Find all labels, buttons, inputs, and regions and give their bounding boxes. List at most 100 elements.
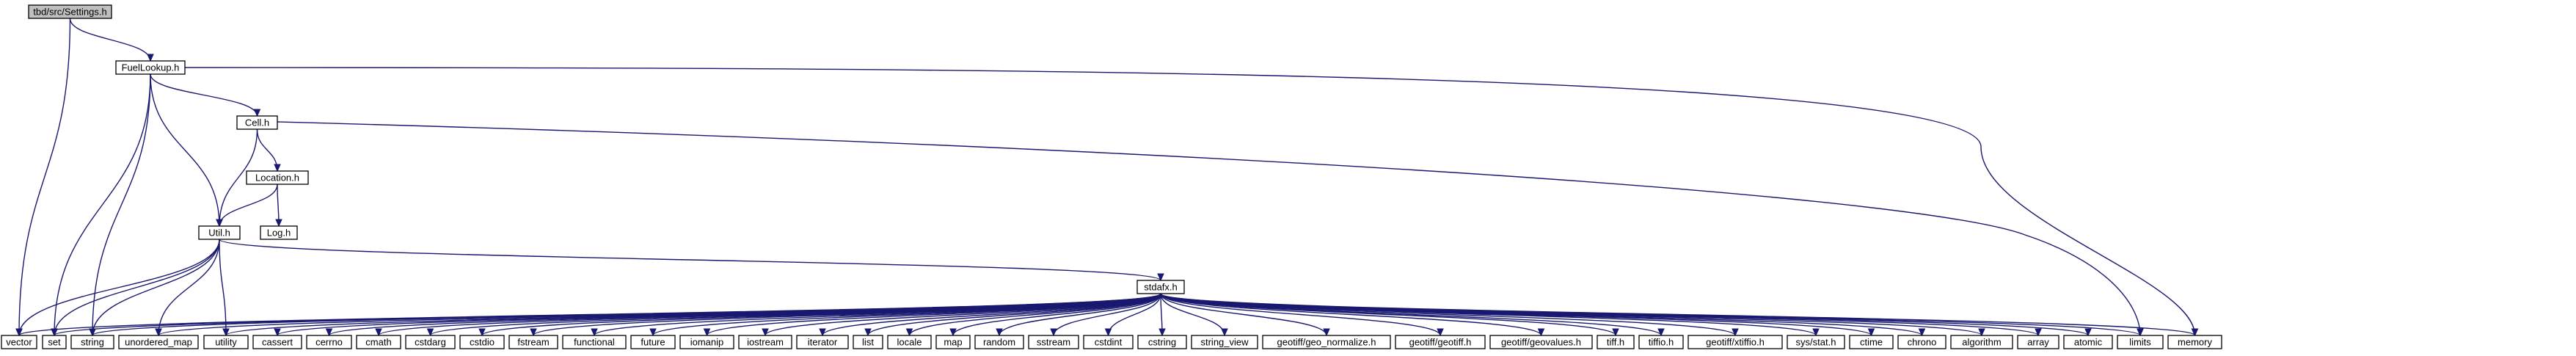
arrowhead-stdafx-to-geovalues	[1537, 328, 1545, 337]
node-box-stdafx[interactable]	[1136, 280, 1185, 294]
node-map[interactable]: map	[935, 335, 971, 349]
node-box-algorithm[interactable]	[1950, 335, 2013, 349]
node-box-set[interactable]	[42, 335, 67, 349]
node-box-iostream[interactable]	[738, 335, 792, 349]
node-box-list[interactable]	[853, 335, 883, 349]
node-cstdarg[interactable]: cstdarg	[405, 335, 456, 349]
node-box-chrono[interactable]	[1897, 335, 1946, 349]
node-label-fuellookup: FuelLookup.h	[122, 62, 180, 73]
node-box-future[interactable]	[630, 335, 676, 349]
node-utility[interactable]: utility	[203, 335, 249, 349]
node-box-cstdio[interactable]	[459, 335, 505, 349]
node-box-log[interactable]	[260, 225, 298, 240]
node-settings[interactable]: tbd/src/Settings.h	[28, 4, 112, 19]
node-box-string_view[interactable]	[1191, 335, 1258, 349]
node-label-cstdint: cstdint	[1095, 337, 1123, 348]
node-log[interactable]: Log.h	[260, 225, 298, 240]
node-iomanip[interactable]: iomanip	[679, 335, 734, 349]
node-list[interactable]: list	[853, 335, 883, 349]
node-box-cstring[interactable]	[1137, 335, 1187, 349]
node-box-settings[interactable]	[28, 4, 112, 19]
node-box-geovalues[interactable]	[1489, 335, 1593, 349]
node-tiffio[interactable]: tiffio.h	[1638, 335, 1684, 349]
node-vector[interactable]: vector	[1, 335, 37, 349]
node-fuellookup[interactable]: FuelLookup.h	[115, 60, 186, 75]
node-box-random[interactable]	[974, 335, 1024, 349]
node-string[interactable]: string	[70, 335, 114, 349]
node-box-memory[interactable]	[2167, 335, 2222, 349]
node-box-ctime[interactable]	[1849, 335, 1894, 349]
node-box-cell[interactable]	[236, 115, 278, 130]
node-box-location[interactable]	[246, 170, 309, 185]
node-box-array[interactable]	[2017, 335, 2059, 349]
node-array[interactable]: array	[2017, 335, 2059, 349]
node-box-unordered_map[interactable]	[118, 335, 199, 349]
node-sysstat[interactable]: sys/stat.h	[1787, 335, 1845, 349]
node-label-utility: utility	[215, 337, 237, 348]
node-iterator[interactable]: iterator	[796, 335, 849, 349]
node-box-fstream[interactable]	[508, 335, 558, 349]
node-box-util[interactable]	[198, 225, 241, 240]
node-cstdint[interactable]: cstdint	[1083, 335, 1134, 349]
node-future[interactable]: future	[630, 335, 676, 349]
node-util[interactable]: Util.h	[198, 225, 241, 240]
node-stdafx[interactable]: stdafx.h	[1136, 280, 1185, 294]
node-iostream[interactable]: iostream	[738, 335, 792, 349]
node-box-utility[interactable]	[203, 335, 249, 349]
node-box-cstdarg[interactable]	[405, 335, 456, 349]
node-locale[interactable]: locale	[887, 335, 932, 349]
node-xtiffio[interactable]: geotiff/xtiffio.h	[1687, 335, 1783, 349]
node-functional[interactable]: functional	[562, 335, 627, 349]
edge-util-to-stdafx	[219, 239, 1161, 281]
node-box-atomic[interactable]	[2063, 335, 2113, 349]
node-algorithm[interactable]: algorithm	[1950, 335, 2013, 349]
node-box-vector[interactable]	[1, 335, 37, 349]
node-limits[interactable]: limits	[2117, 335, 2164, 349]
node-box-cmath[interactable]	[356, 335, 401, 349]
node-ctime[interactable]: ctime	[1849, 335, 1894, 349]
node-box-iomanip[interactable]	[679, 335, 734, 349]
node-box-limits[interactable]	[2117, 335, 2164, 349]
node-cell[interactable]: Cell.h	[236, 115, 278, 130]
graph-nodes: tbd/src/Settings.h FuelLookup.h Cell.h Loca…	[1, 4, 2222, 349]
node-geotiff[interactable]: geotiff/geotiff.h	[1395, 335, 1486, 349]
node-set[interactable]: set	[42, 335, 67, 349]
node-label-unordered_map: unordered_map	[125, 337, 192, 348]
node-cmath[interactable]: cmath	[356, 335, 401, 349]
node-box-iterator[interactable]	[796, 335, 849, 349]
node-label-settings: tbd/src/Settings.h	[33, 7, 106, 18]
node-cassert[interactable]: cassert	[252, 335, 302, 349]
node-atomic[interactable]: atomic	[2063, 335, 2113, 349]
node-box-cerrno[interactable]	[306, 335, 352, 349]
node-box-cstdint[interactable]	[1083, 335, 1134, 349]
arrowhead-util-to-stdafx	[1157, 273, 1164, 282]
node-cstring[interactable]: cstring	[1137, 335, 1187, 349]
node-memory[interactable]: memory	[2167, 335, 2222, 349]
node-box-string[interactable]	[70, 335, 114, 349]
node-random[interactable]: random	[974, 335, 1024, 349]
node-box-geotiff[interactable]	[1395, 335, 1486, 349]
node-box-xtiffio[interactable]	[1687, 335, 1783, 349]
node-box-geo_normalize[interactable]	[1262, 335, 1391, 349]
node-box-locale[interactable]	[887, 335, 932, 349]
node-fstream[interactable]: fstream	[508, 335, 558, 349]
node-unordered_map[interactable]: unordered_map	[118, 335, 199, 349]
node-box-cassert[interactable]	[252, 335, 302, 349]
node-box-functional[interactable]	[562, 335, 627, 349]
node-box-sstream[interactable]	[1028, 335, 1079, 349]
node-geovalues[interactable]: geotiff/geovalues.h	[1489, 335, 1593, 349]
node-cerrno[interactable]: cerrno	[306, 335, 352, 349]
node-box-tiffio[interactable]	[1638, 335, 1684, 349]
edge-stdafx-to-sstream	[1053, 293, 1161, 336]
node-sstream[interactable]: sstream	[1028, 335, 1079, 349]
node-tiff[interactable]: tiff.h	[1597, 335, 1635, 349]
node-chrono[interactable]: chrono	[1897, 335, 1946, 349]
node-box-tiff[interactable]	[1597, 335, 1635, 349]
node-cstdio[interactable]: cstdio	[459, 335, 505, 349]
node-box-sysstat[interactable]	[1787, 335, 1845, 349]
node-box-map[interactable]	[935, 335, 971, 349]
node-string_view[interactable]: string_view	[1191, 335, 1258, 349]
node-location[interactable]: Location.h	[246, 170, 309, 185]
node-box-fuellookup[interactable]	[115, 60, 186, 75]
node-geo_normalize[interactable]: geotiff/geo_normalize.h	[1262, 335, 1391, 349]
